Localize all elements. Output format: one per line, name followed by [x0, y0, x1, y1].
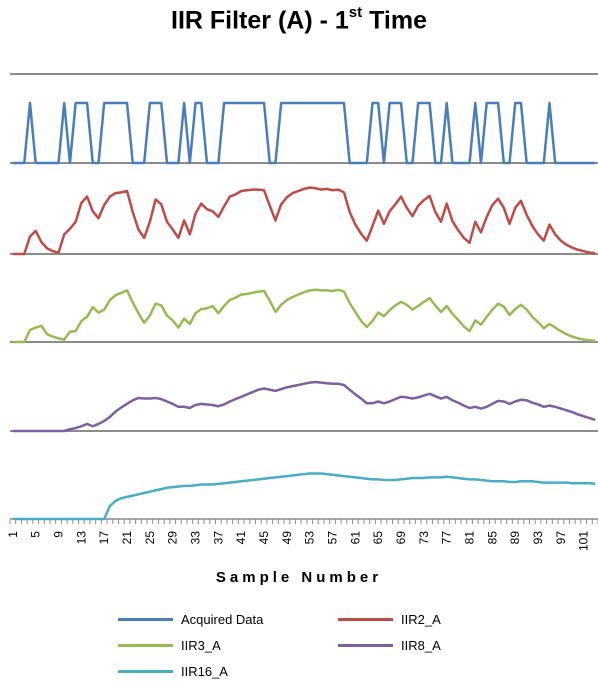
- series-line-iir2-a: [12, 186, 596, 256]
- x-tick-label: 69: [394, 531, 408, 545]
- series-line-iir8-a: [12, 380, 596, 433]
- x-tick-label: 85: [485, 531, 499, 545]
- legend-item: Acquired Data: [118, 610, 263, 628]
- legend-swatch: [338, 643, 393, 647]
- x-tick-label: 65: [371, 531, 385, 545]
- x-tick-label: 29: [166, 531, 180, 545]
- legend-label: IIR16_A: [181, 663, 228, 679]
- x-tick-label: 61: [348, 531, 362, 545]
- chart-title-superscript: st: [348, 4, 363, 21]
- series-line-iir16-a: [12, 472, 596, 521]
- chart-title-ordinal: 1: [334, 6, 349, 35]
- legend-item: IIR16_A: [118, 662, 228, 680]
- x-tick-label: 77: [440, 531, 454, 545]
- legend-item: IIR3_A: [118, 636, 221, 654]
- x-tick-label: 9: [52, 531, 66, 538]
- x-tick-label: 97: [554, 531, 568, 545]
- legend-label: Acquired Data: [181, 611, 264, 627]
- legend-swatch: [118, 669, 173, 673]
- legend-item: IIR2_A: [338, 610, 441, 628]
- x-tick-label: 1: [6, 531, 20, 538]
- x-tick-label: 13: [74, 531, 88, 545]
- chart-legend: Acquired Data IIR2_A IIR3_A IIR8_A IIR16_A: [0, 606, 598, 686]
- x-tick-label: 81: [463, 531, 477, 545]
- legend-label: IIR8_A: [401, 637, 441, 653]
- x-tick-label: 21: [120, 531, 134, 545]
- x-tick-label: 33: [189, 531, 203, 545]
- x-tick-label: 5: [29, 531, 43, 538]
- x-axis-label: Sample Number: [215, 569, 383, 586]
- x-tick-label: 89: [508, 531, 522, 545]
- x-tick-label: 41: [234, 531, 248, 545]
- x-tick-label: 17: [97, 531, 111, 545]
- x-tick-label: 37: [211, 531, 225, 545]
- x-tick-label: 73: [417, 531, 431, 545]
- legend-swatch: [338, 617, 393, 621]
- x-tick-label: 101: [577, 531, 591, 551]
- legend-swatch: [118, 617, 173, 621]
- x-tick-label: 25: [143, 531, 157, 545]
- legend-swatch: [118, 643, 173, 647]
- x-tick-label: 93: [531, 531, 545, 545]
- chart-title-tail: Time: [362, 6, 427, 35]
- x-tick-label: 45: [257, 531, 271, 545]
- legend-label: IIR2_A: [401, 611, 441, 627]
- legend-item: IIR8_A: [338, 636, 441, 654]
- x-tick-label: 57: [326, 531, 340, 545]
- chart-title: IIR Filter (A) - 1st Time: [0, 4, 598, 35]
- x-tick-label: 53: [303, 531, 317, 545]
- x-tick-label: 49: [280, 531, 294, 545]
- series-line-iir3-a: [12, 288, 596, 344]
- series-line-acquired-data: [12, 101, 596, 165]
- legend-label: IIR3_A: [181, 637, 221, 653]
- chart-title-text: IIR Filter (A) -: [171, 6, 335, 35]
